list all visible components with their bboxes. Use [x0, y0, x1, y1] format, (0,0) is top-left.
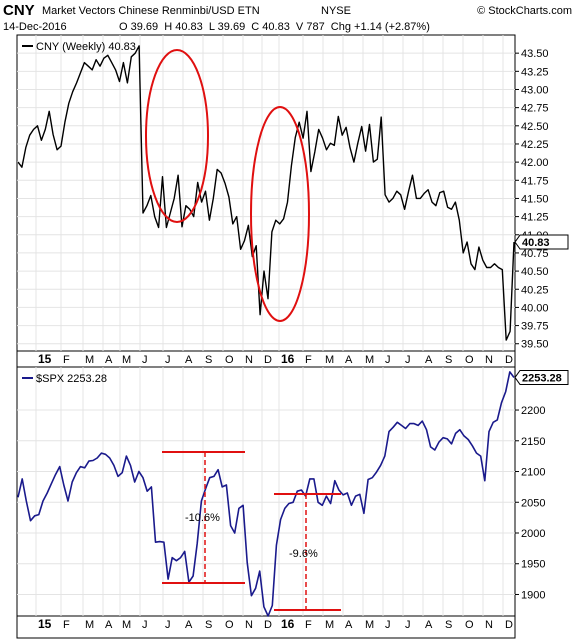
x-tick-label: A — [185, 354, 193, 366]
x-tick-label: O — [225, 619, 234, 631]
x-tick-label: S — [445, 619, 452, 631]
x-tick-label: A — [105, 619, 113, 631]
x-tick-label: M — [325, 619, 334, 631]
x-tick-label: M — [122, 619, 131, 631]
date-label: 14-Dec-2016 — [3, 21, 67, 33]
y-tick-label: 42.75 — [521, 103, 549, 115]
x-tick-label: O — [465, 354, 474, 366]
x-tick-label: F — [305, 354, 312, 366]
x-tick-label: J — [405, 354, 411, 366]
x-tick-label: M — [365, 354, 374, 366]
x-tick-label: S — [205, 619, 212, 631]
y-tick-label: 2100 — [521, 467, 545, 479]
y-tick-label: 2050 — [521, 497, 545, 509]
last-value-flag — [514, 234, 569, 250]
y-tick-label: 43.00 — [521, 84, 549, 96]
y-tick-label: 40.00 — [521, 302, 549, 314]
x-tick-label: J — [165, 619, 171, 631]
x-tick-label: J — [142, 619, 148, 631]
spx-panel: 15 F M A M J J A S O N D 16 F M A M J J A S O N D22002150210020… — [16, 366, 569, 639]
cny-panel: 15 F M A M J J A S O N D 16 F M A M J J A S O N D43.5043.2543.0… — [16, 34, 569, 368]
exchange: NYSE — [321, 5, 351, 17]
x-tick-label: J — [385, 354, 391, 366]
y-tick-label: 41.75 — [521, 175, 549, 187]
x-tick-label: F — [63, 619, 70, 631]
x-tick-label: M — [365, 619, 374, 631]
x-tick-label: N — [485, 619, 493, 631]
y-tick-label: 40.50 — [521, 266, 549, 278]
y-tick-label: 42.25 — [521, 139, 549, 151]
spx-price-line — [17, 371, 515, 617]
drawdown-label: -10.6% — [185, 512, 220, 524]
y-tick-label: 1950 — [521, 559, 545, 571]
y-tick-label: 39.50 — [521, 339, 549, 351]
x-tick-label: 15 — [38, 617, 52, 631]
symbol: CNY — [3, 2, 35, 19]
x-tick-label: S — [445, 354, 452, 366]
x-tick-label: A — [185, 619, 193, 631]
y-tick-label: 43.25 — [521, 66, 549, 78]
x-tick-label: A — [345, 354, 353, 366]
x-tick-label: N — [485, 354, 493, 366]
x-tick-label: A — [425, 619, 433, 631]
legend-label: CNY (Weekly) 40.83 — [36, 41, 136, 53]
y-tick-label: 43.50 — [521, 48, 549, 60]
x-tick-label: 16 — [281, 352, 295, 366]
x-tick-label: S — [205, 354, 212, 366]
x-tick-label: M — [85, 354, 94, 366]
legend-label: $SPX 2253.28 — [36, 373, 107, 385]
y-tick-label: 2150 — [521, 436, 545, 448]
y-tick-label: 42.00 — [521, 157, 549, 169]
x-tick-label: A — [105, 354, 113, 366]
x-tick-label: D — [264, 619, 272, 631]
x-tick-label: D — [505, 619, 513, 631]
last-value-label: 2253.28 — [522, 372, 562, 384]
x-tick-label: O — [465, 619, 474, 631]
y-tick-label: 40.25 — [521, 284, 549, 296]
x-tick-label: M — [85, 619, 94, 631]
x-tick-label: J — [405, 619, 411, 631]
last-value-flag — [514, 369, 569, 385]
highlight-ellipse — [145, 49, 209, 223]
x-tick-label: D — [505, 354, 513, 366]
x-axis-band — [16, 615, 516, 639]
drawdown-label: -9.6% — [289, 548, 318, 560]
x-tick-label: M — [325, 354, 334, 366]
quote-line: O 39.69 H 40.83 L 39.69 C 40.83 V 787 Ch… — [119, 21, 430, 33]
x-tick-label: A — [345, 619, 353, 631]
x-tick-label: O — [225, 354, 234, 366]
y-tick-label: 39.75 — [521, 321, 549, 333]
y-tick-label: 1900 — [521, 589, 545, 601]
plot-frame — [16, 366, 516, 617]
y-tick-label: 42.50 — [521, 121, 549, 133]
x-tick-label: N — [245, 354, 253, 366]
y-tick-label: 2200 — [521, 405, 545, 417]
symbol-description: Market Vectors Chinese Renminbi/USD ETN — [42, 5, 260, 17]
cny-price-line — [17, 45, 515, 341]
y-tick-label: 40.75 — [521, 248, 549, 260]
watermark: © StockCharts.com — [477, 5, 572, 17]
x-tick-label: F — [305, 619, 312, 631]
x-tick-label: 16 — [281, 617, 295, 631]
x-tick-label: J — [165, 354, 171, 366]
x-tick-label: J — [142, 354, 148, 366]
x-tick-label: M — [122, 354, 131, 366]
x-tick-label: F — [63, 354, 70, 366]
x-tick-label: D — [264, 354, 272, 366]
highlight-ellipse — [250, 106, 310, 322]
x-tick-label: N — [245, 619, 253, 631]
x-tick-label: A — [425, 354, 433, 366]
last-value-label: 40.83 — [522, 237, 550, 249]
y-tick-label: 41.50 — [521, 193, 549, 205]
y-tick-label: 2000 — [521, 528, 545, 540]
x-tick-label: J — [385, 619, 391, 631]
x-tick-label: 15 — [38, 352, 52, 366]
y-tick-label: 41.25 — [521, 212, 549, 224]
